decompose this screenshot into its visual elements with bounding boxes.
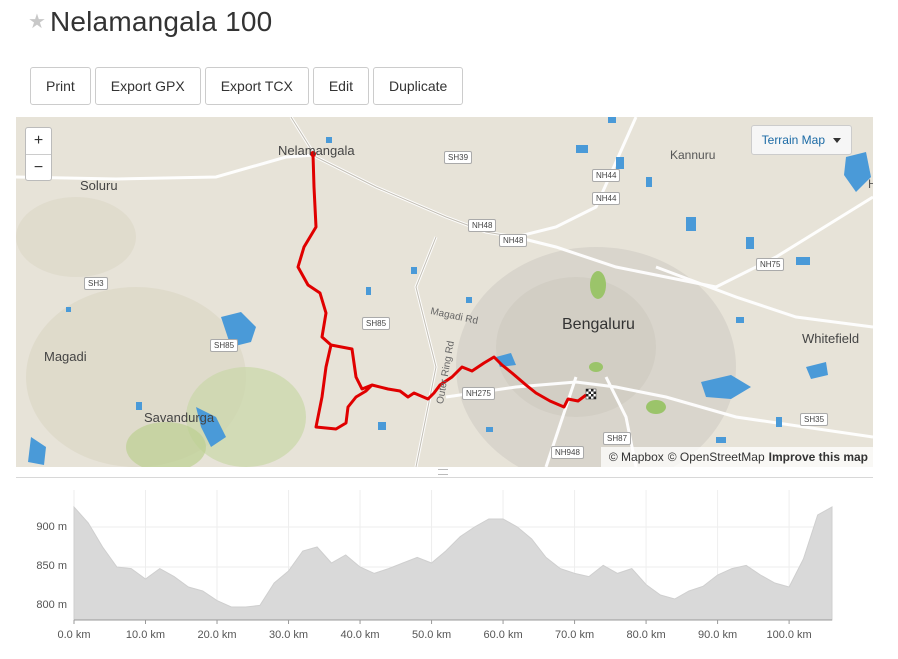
resize-handle-icon[interactable] [438,469,448,475]
x-tick-label: 50.0 km [411,629,452,641]
y-tick-label: 900 m [36,521,67,533]
place-nelamangala: Nelamangala [278,143,355,158]
place-magadi: Magadi [44,349,87,364]
export-gpx-button[interactable]: Export GPX [94,67,201,105]
road-shield: SH39 [444,151,473,164]
y-tick-label: 800 m [36,599,67,611]
road-shield: SH35 [800,413,829,426]
osm-link[interactable]: © OpenStreetMap [667,450,765,464]
place-kannuru: Kannuru [670,148,716,162]
x-tick-label: 40.0 km [340,629,380,641]
title-row: ★ Nelamangala 100 [28,2,272,42]
road-shield: NH275 [462,387,495,400]
route-line [296,153,587,431]
star-icon[interactable]: ★ [28,11,46,33]
x-tick-label: 90.0 km [698,629,738,641]
place-soluru: Soluru [80,178,118,193]
zoom-in-button[interactable]: + [26,128,51,155]
road-shield: SH87 [603,432,632,445]
map-canvas [16,117,873,467]
mapbox-link[interactable]: © Mapbox [608,450,664,464]
print-button[interactable]: Print [30,67,91,105]
place-savandurga: Savandurga [144,410,215,425]
x-tick-label: 0.0 km [57,629,91,641]
map-attribution: © Mapbox © OpenStreetMap Improve this ma… [600,447,873,467]
edit-button[interactable]: Edit [312,67,369,105]
elevation-profile[interactable]: 900 m 850 m 800 m 0.0 km 10.0 km 20.0 km 30… [0,490,898,654]
map-layer-label: Terrain Map [761,133,825,147]
export-tcx-button[interactable]: Export TCX [204,67,309,105]
road-shield: NH44 [592,169,621,182]
x-tick-label: 100.0 km [766,629,812,641]
zoom-control: + − [25,127,52,181]
toolbar: Print Export GPX Export TCX Edit Duplica… [30,67,464,105]
improve-map-link[interactable]: Improve this map [768,450,868,464]
finish-flag-icon [585,388,597,400]
duplicate-button[interactable]: Duplicate [372,67,464,105]
road-shield: SH3 [84,277,108,290]
page-title: Nelamangala 100 [49,6,273,37]
x-tick-label: 10.0 km [125,629,166,641]
place-whitefield: Whitefield [802,331,860,346]
x-tick-label: 80.0 km [626,629,666,641]
water-bodies [28,117,871,465]
road-shield: SH85 [210,339,239,352]
map-layer-dropdown[interactable]: Terrain Map [750,125,852,155]
route-map[interactable]: Nelamangala Soluru Magadi Savandurga Ben… [16,117,873,467]
x-tick-label: 60.0 km [483,629,523,641]
caret-down-icon [833,137,841,143]
road-shield: NH48 [499,234,528,247]
y-tick-label: 850 m [36,560,67,572]
place-bengaluru: Bengaluru [562,316,635,333]
road-shield: SH85 [362,317,391,330]
road-shield: NH75 [756,258,785,271]
zoom-out-button[interactable]: − [33,159,44,176]
elevation-chart [73,490,833,624]
place-h: H [868,177,873,191]
road-shield: NH48 [468,219,497,232]
road-shield: NH948 [551,446,584,459]
road-shield: NH44 [592,192,621,205]
x-tick-label: 20.0 km [197,629,237,641]
x-tick-label: 70.0 km [554,629,595,641]
x-tick-label: 30.0 km [268,629,309,641]
elevation-area [73,505,833,621]
panel-divider [16,467,873,478]
